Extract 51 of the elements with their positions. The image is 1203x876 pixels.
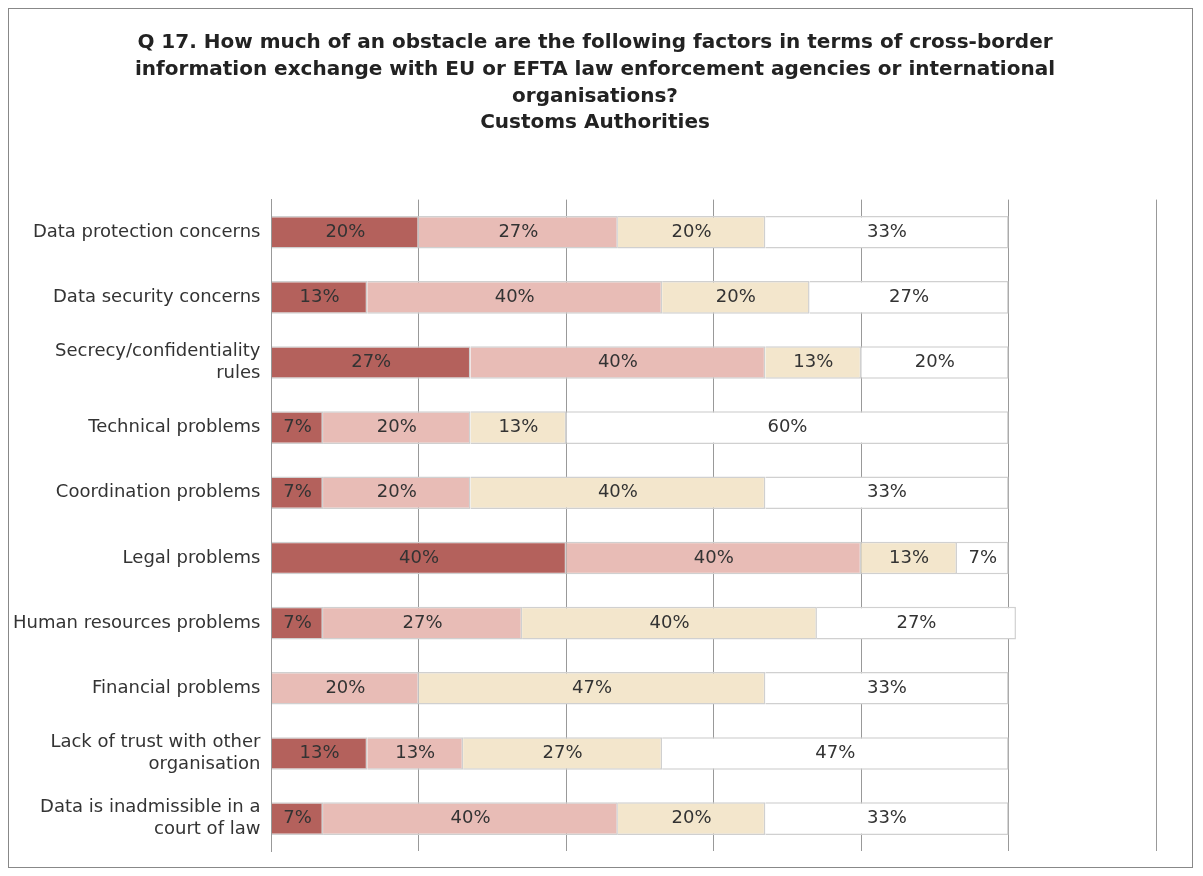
data-label: 47%	[572, 675, 613, 697]
y-tick-label: Data protection concerns	[32, 219, 261, 241]
data-label: 20%	[325, 219, 366, 241]
data-label: 40%	[597, 350, 638, 372]
data-label: 20%	[671, 806, 712, 828]
data-label: 40%	[693, 545, 734, 567]
data-label: 13%	[889, 545, 930, 567]
data-label: 13%	[299, 741, 340, 763]
data-label: 13%	[498, 415, 539, 437]
y-tick-label: Financial problems	[92, 675, 261, 697]
data-label: 7%	[283, 415, 312, 437]
data-label: 27%	[889, 285, 930, 307]
data-label: 60%	[767, 415, 808, 437]
data-label: 47%	[815, 741, 856, 763]
data-label: 33%	[866, 806, 907, 828]
y-tick-label: Legal problems	[122, 545, 261, 567]
data-label: 40%	[649, 610, 690, 632]
data-label: 13%	[395, 741, 436, 763]
data-label: 40%	[597, 480, 638, 502]
data-label: 40%	[399, 545, 440, 567]
data-label: 20%	[376, 480, 417, 502]
y-tick-label: Human resources problems	[12, 610, 261, 632]
data-label: 27%	[498, 219, 539, 241]
data-label: 7%	[283, 480, 312, 502]
chart-subtitle: Customs Authorities	[479, 109, 711, 133]
data-label: 40%	[450, 806, 491, 828]
data-label: 33%	[866, 675, 907, 697]
data-label: 40%	[494, 285, 535, 307]
data-label: 20%	[914, 350, 955, 372]
data-label: 33%	[866, 219, 907, 241]
data-label: 7%	[283, 610, 312, 632]
data-label: 20%	[715, 285, 756, 307]
y-tick-label: Technical problems	[87, 415, 261, 437]
data-label: 20%	[671, 219, 712, 241]
y-tick-label: Secrecy/confidentiality rules	[54, 339, 261, 382]
data-label: 13%	[299, 285, 340, 307]
data-label: 7%	[968, 545, 998, 567]
data-label: 27%	[351, 350, 392, 372]
y-tick-label: Data is inadmissible in a court of law	[40, 795, 261, 839]
data-label: 27%	[402, 610, 443, 632]
data-label: 20%	[325, 675, 366, 697]
data-label: 20%	[376, 415, 417, 437]
data-label: 13%	[793, 350, 834, 372]
data-label: 27%	[896, 610, 937, 632]
data-label: 33%	[866, 480, 907, 502]
y-tick-label: Data security concerns	[52, 285, 261, 307]
data-label: 7%	[283, 806, 312, 828]
chart-title: Q 17. How much of an obstacle are the following factors in terms of cross-border information exchange with EU or EFTA law enforcement agencies or international organisations?	[134, 28, 1056, 109]
y-tick-label: Lack of trust with other organisation	[50, 730, 262, 773]
y-tick-label: Coordination problems	[55, 480, 261, 502]
data-label: 27%	[542, 741, 583, 763]
